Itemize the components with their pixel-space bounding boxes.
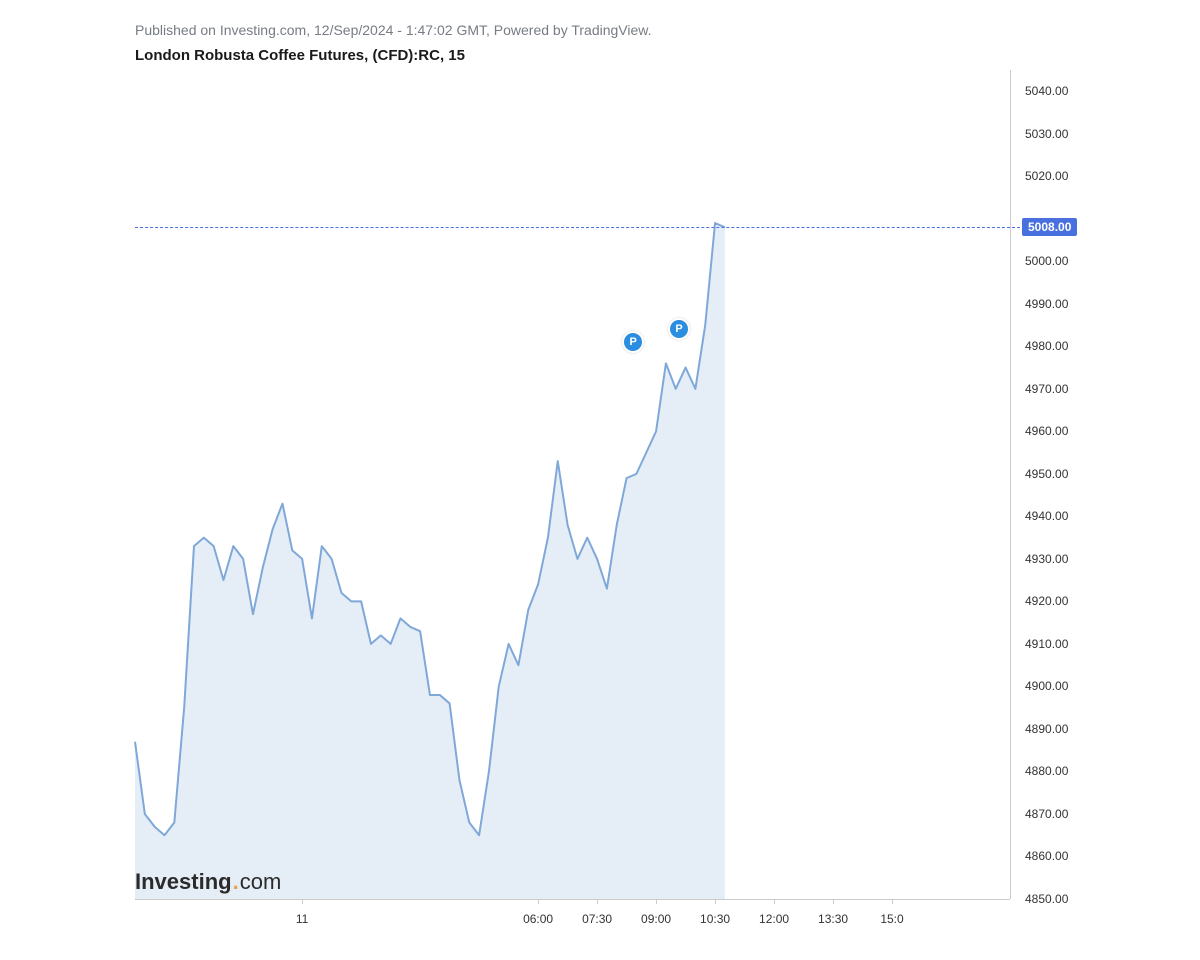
x-tick-label: 11 [296,912,308,926]
x-tick-mark [833,899,834,904]
y-tick-label: 4920.00 [1025,594,1085,608]
y-tick-label: 4880.00 [1025,764,1085,778]
current-price-badge: 5008.00 [1022,218,1077,236]
x-tick-mark [715,899,716,904]
x-tick-label: 06:00 [523,912,553,926]
y-tick-label: 4990.00 [1025,297,1085,311]
y-tick-label: 4950.00 [1025,467,1085,481]
y-tick-label: 5040.00 [1025,84,1085,98]
x-tick-mark [538,899,539,904]
y-tick-label: 4890.00 [1025,722,1085,736]
y-tick-label: 5000.00 [1025,254,1085,268]
x-tick-mark [774,899,775,904]
x-tick-label: 15:0 [880,912,903,926]
x-tick-label: 13:30 [818,912,848,926]
x-tick-mark [597,899,598,904]
y-tick-label: 4960.00 [1025,424,1085,438]
x-tick-label: 07:30 [582,912,612,926]
current-price-line [135,227,1020,228]
chart-marker: P [622,331,644,353]
y-tick-label: 4980.00 [1025,339,1085,353]
x-tick-label: 12:00 [759,912,789,926]
y-tick-label: 4900.00 [1025,679,1085,693]
y-tick-label: 4850.00 [1025,892,1085,906]
x-tick-label: 09:00 [641,912,671,926]
investing-watermark: Investing.com [135,869,281,895]
x-tick-mark [656,899,657,904]
y-tick-label: 4940.00 [1025,509,1085,523]
chart-area-fill [135,223,725,899]
y-tick-label: 4930.00 [1025,552,1085,566]
published-text: Published on Investing.com, 12/Sep/2024 … [135,22,652,38]
y-tick-label: 4860.00 [1025,849,1085,863]
y-axis-line [1010,70,1011,899]
y-tick-label: 4970.00 [1025,382,1085,396]
y-tick-label: 4870.00 [1025,807,1085,821]
x-tick-mark [892,899,893,904]
x-tick-mark [302,899,303,904]
y-tick-label: 4910.00 [1025,637,1085,651]
x-axis-line [135,899,1010,900]
price-chart [135,70,1010,899]
chart-marker: P [668,318,690,340]
x-tick-label: 10:30 [700,912,730,926]
y-tick-label: 5020.00 [1025,169,1085,183]
chart-title: London Robusta Coffee Futures, (CFD):RC,… [135,47,465,64]
y-tick-label: 5030.00 [1025,127,1085,141]
